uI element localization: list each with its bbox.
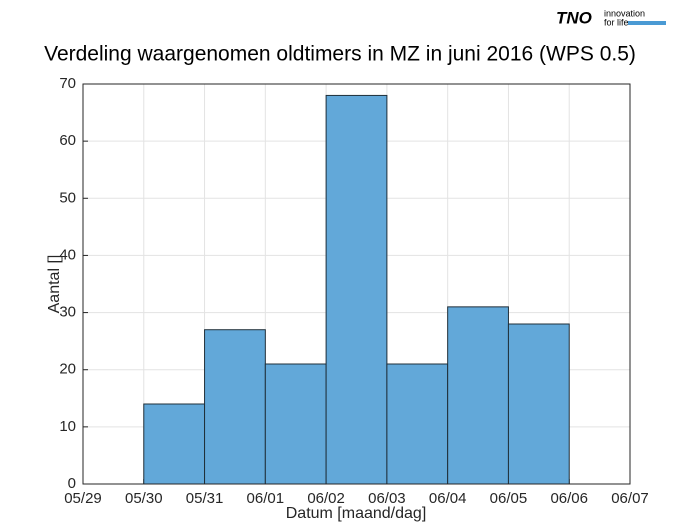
x-axis-label: Datum [maand/dag] bbox=[286, 505, 427, 522]
x-tick-label: 06/02 bbox=[307, 490, 345, 507]
x-tick-label: 05/29 bbox=[64, 490, 102, 507]
y-tick-label: 0 bbox=[68, 475, 76, 492]
x-tick-label: 06/04 bbox=[429, 490, 467, 507]
chart-title: Verdeling waargenomen oldtimers in MZ in… bbox=[44, 43, 636, 66]
axes-box bbox=[82, 83, 631, 485]
x-tick-label: 05/31 bbox=[186, 490, 224, 507]
bar bbox=[264, 363, 327, 485]
y-tick-label: 60 bbox=[59, 132, 76, 149]
y-tick-label: 50 bbox=[59, 189, 76, 206]
x-tick-label: 05/30 bbox=[125, 490, 163, 507]
y-tick-label: 20 bbox=[59, 361, 76, 378]
logo-tagline: innovation bbox=[604, 8, 645, 18]
x-tick-label: 06/01 bbox=[247, 490, 285, 507]
y-axis-label: Aantal [] bbox=[46, 255, 63, 314]
y-tick-label: 30 bbox=[59, 304, 76, 321]
logo-name: TNO bbox=[556, 8, 592, 27]
x-tick-label: 06/06 bbox=[550, 490, 588, 507]
bar bbox=[447, 306, 509, 485]
bar bbox=[386, 363, 449, 485]
y-tick-label: 40 bbox=[59, 246, 76, 263]
y-tick-label: 70 bbox=[59, 75, 76, 92]
bar bbox=[325, 94, 388, 485]
x-tick-label: 06/05 bbox=[490, 490, 528, 507]
y-tick-label: 10 bbox=[59, 418, 76, 435]
bar bbox=[204, 329, 266, 485]
logo-tagline: for life bbox=[604, 17, 629, 27]
bar bbox=[143, 403, 206, 485]
x-tick-label: 06/07 bbox=[611, 490, 649, 507]
x-tick-label: 06/03 bbox=[368, 490, 406, 507]
bar bbox=[507, 323, 570, 485]
logo-bar bbox=[628, 21, 666, 25]
logo: TNO innovation for life bbox=[556, 8, 666, 27]
